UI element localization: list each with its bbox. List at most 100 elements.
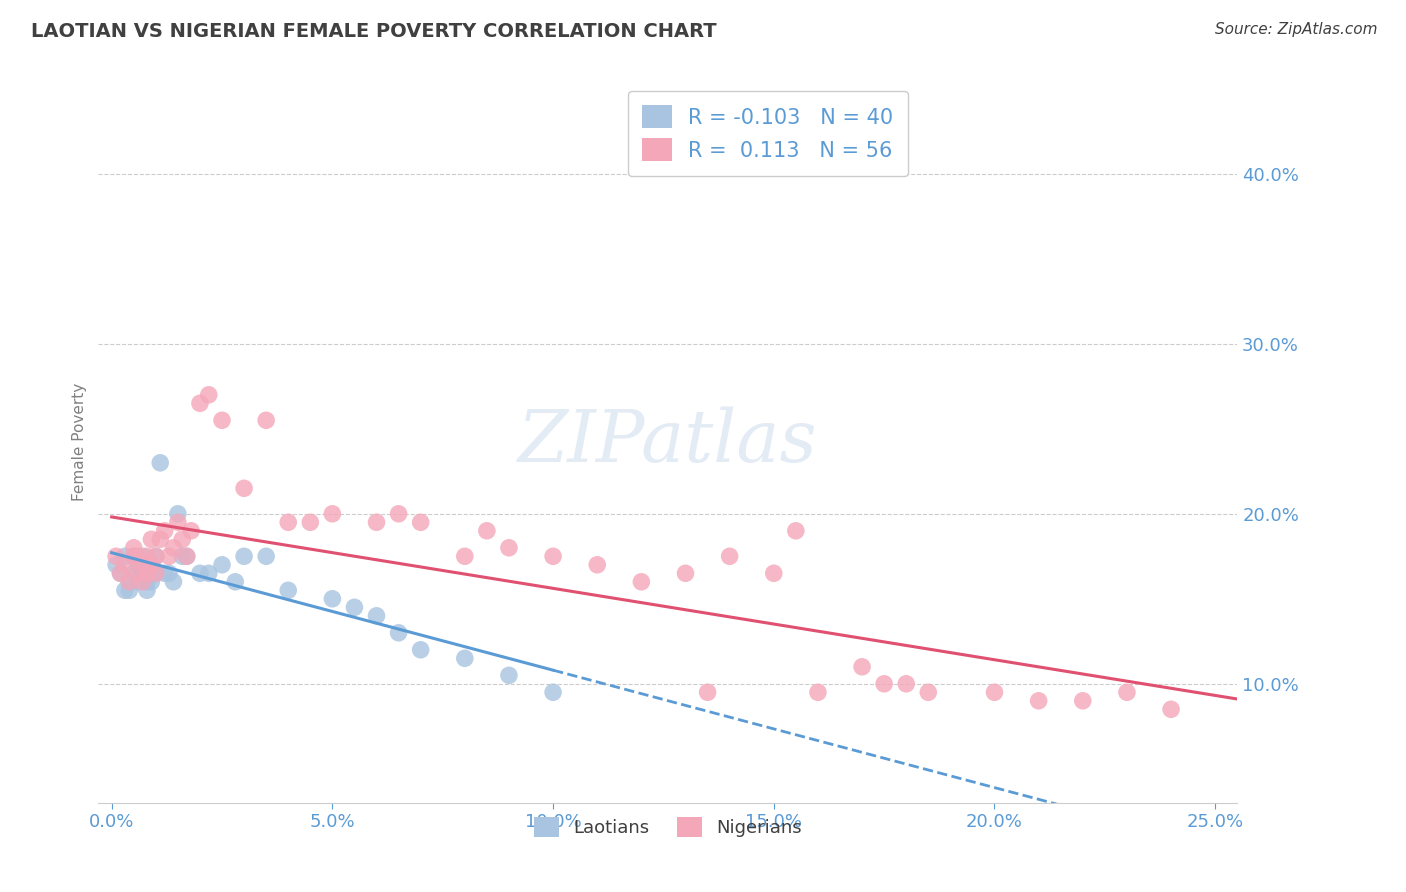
Point	[157, 549, 180, 564]
Point	[366, 516, 388, 530]
Point	[211, 413, 233, 427]
Point	[366, 608, 388, 623]
Point	[630, 574, 652, 589]
Text: ZIPatlas: ZIPatlas	[517, 406, 818, 477]
Point	[131, 574, 153, 589]
Point	[136, 549, 159, 564]
Point	[387, 625, 409, 640]
Point	[762, 566, 785, 581]
Point	[162, 541, 184, 555]
Point	[188, 396, 211, 410]
Point	[254, 413, 277, 427]
Point	[153, 566, 176, 581]
Point	[136, 566, 159, 581]
Point	[145, 566, 167, 581]
Point	[149, 456, 172, 470]
Point	[1071, 694, 1094, 708]
Point	[541, 549, 564, 564]
Point	[541, 685, 564, 699]
Point	[197, 388, 219, 402]
Point	[131, 558, 153, 572]
Point	[197, 566, 219, 581]
Point	[498, 541, 520, 555]
Point	[141, 558, 163, 572]
Point	[277, 583, 299, 598]
Text: Source: ZipAtlas.com: Source: ZipAtlas.com	[1215, 22, 1378, 37]
Point	[873, 677, 896, 691]
Point	[172, 549, 194, 564]
Point	[277, 516, 299, 530]
Point	[1116, 685, 1139, 699]
Point	[118, 574, 141, 589]
Point	[122, 549, 145, 564]
Point	[136, 574, 159, 589]
Point	[141, 574, 163, 589]
Point	[157, 566, 180, 581]
Point	[162, 574, 184, 589]
Point	[675, 566, 697, 581]
Point	[149, 533, 172, 547]
Point	[131, 549, 153, 564]
Text: LAOTIAN VS NIGERIAN FEMALE POVERTY CORRELATION CHART: LAOTIAN VS NIGERIAN FEMALE POVERTY CORRE…	[31, 22, 717, 41]
Point	[114, 549, 136, 564]
Point	[176, 549, 198, 564]
Point	[188, 566, 211, 581]
Point	[454, 651, 477, 665]
Point	[122, 566, 145, 581]
Point	[498, 668, 520, 682]
Point	[224, 574, 246, 589]
Point	[233, 549, 256, 564]
Point	[114, 583, 136, 598]
Point	[176, 549, 198, 564]
Point	[983, 685, 1005, 699]
Point	[127, 574, 149, 589]
Point	[167, 507, 190, 521]
Point	[785, 524, 807, 538]
Point	[696, 685, 718, 699]
Y-axis label: Female Poverty: Female Poverty	[72, 383, 87, 500]
Point	[105, 558, 128, 572]
Point	[896, 677, 918, 691]
Point	[127, 566, 149, 581]
Point	[1160, 702, 1182, 716]
Point	[409, 642, 432, 657]
Point	[343, 600, 366, 615]
Point	[917, 685, 939, 699]
Point	[118, 583, 141, 598]
Point	[136, 583, 159, 598]
Point	[118, 574, 141, 589]
Point	[122, 549, 145, 564]
Point	[167, 516, 190, 530]
Point	[409, 516, 432, 530]
Point	[387, 507, 409, 521]
Point	[114, 558, 136, 572]
Point	[1028, 694, 1050, 708]
Point	[321, 507, 343, 521]
Point	[153, 524, 176, 538]
Legend: Laotians, Nigerians: Laotians, Nigerians	[526, 810, 810, 845]
Point	[127, 558, 149, 572]
Point	[321, 591, 343, 606]
Point	[254, 549, 277, 564]
Point	[110, 566, 132, 581]
Point	[141, 558, 163, 572]
Point	[110, 566, 132, 581]
Point	[299, 516, 322, 530]
Point	[233, 481, 256, 495]
Point	[454, 549, 477, 564]
Point	[180, 524, 202, 538]
Point	[145, 549, 167, 564]
Point	[131, 566, 153, 581]
Point	[145, 549, 167, 564]
Point	[122, 541, 145, 555]
Point	[718, 549, 741, 564]
Point	[475, 524, 498, 538]
Point	[105, 549, 128, 564]
Point	[172, 533, 194, 547]
Point	[145, 566, 167, 581]
Point	[141, 533, 163, 547]
Point	[586, 558, 609, 572]
Point	[127, 549, 149, 564]
Point	[211, 558, 233, 572]
Point	[851, 660, 873, 674]
